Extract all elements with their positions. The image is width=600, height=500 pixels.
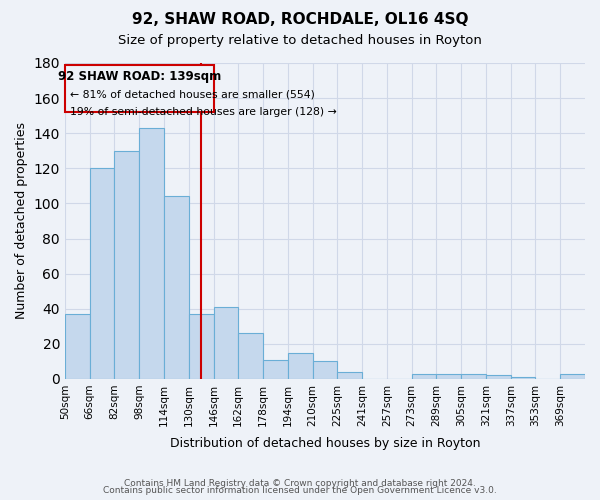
- Bar: [337, 372, 362, 379]
- Bar: [115, 151, 139, 379]
- Text: 19% of semi-detached houses are larger (128) →: 19% of semi-detached houses are larger (…: [70, 107, 337, 117]
- FancyBboxPatch shape: [65, 65, 214, 112]
- Bar: [263, 360, 288, 379]
- Bar: [238, 334, 263, 379]
- Bar: [486, 376, 511, 379]
- Bar: [89, 168, 115, 379]
- Bar: [461, 374, 486, 379]
- Bar: [313, 362, 337, 379]
- Bar: [288, 352, 313, 379]
- Bar: [412, 374, 436, 379]
- Text: Contains public sector information licensed under the Open Government Licence v3: Contains public sector information licen…: [103, 486, 497, 495]
- Bar: [560, 374, 585, 379]
- Bar: [436, 374, 461, 379]
- Bar: [139, 128, 164, 379]
- Bar: [214, 307, 238, 379]
- Y-axis label: Number of detached properties: Number of detached properties: [15, 122, 28, 320]
- Text: 92, SHAW ROAD, ROCHDALE, OL16 4SQ: 92, SHAW ROAD, ROCHDALE, OL16 4SQ: [132, 12, 468, 28]
- X-axis label: Distribution of detached houses by size in Royton: Distribution of detached houses by size …: [170, 437, 480, 450]
- Bar: [65, 314, 89, 379]
- Bar: [189, 314, 214, 379]
- Text: Size of property relative to detached houses in Royton: Size of property relative to detached ho…: [118, 34, 482, 47]
- Bar: [164, 196, 189, 379]
- Text: ← 81% of detached houses are smaller (554): ← 81% of detached houses are smaller (55…: [70, 90, 314, 100]
- Bar: [511, 377, 535, 379]
- Text: Contains HM Land Registry data © Crown copyright and database right 2024.: Contains HM Land Registry data © Crown c…: [124, 478, 476, 488]
- Text: 92 SHAW ROAD: 139sqm: 92 SHAW ROAD: 139sqm: [58, 70, 221, 83]
